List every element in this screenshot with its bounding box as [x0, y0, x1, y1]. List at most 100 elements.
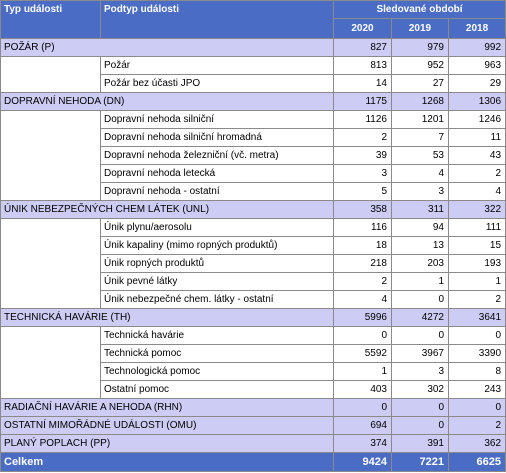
- value-cell: 5: [333, 182, 392, 201]
- empty-cell: [0, 74, 101, 93]
- value-cell: 14: [333, 74, 392, 93]
- subtype-row: Dopravní nehoda letecká 3 4 2: [0, 164, 506, 183]
- value-cell: 1201: [391, 110, 449, 129]
- value-cell: 111: [447, 218, 506, 237]
- value-cell: 0: [333, 326, 392, 345]
- value-cell: 362: [447, 434, 506, 453]
- category-label: DOPRAVNÍ NEHODA (DN): [0, 92, 334, 111]
- table-body: POŽÁR (P) 827 979 992 Požár 813 952 963 Požár be…: [0, 38, 506, 453]
- value-cell: 0: [391, 416, 449, 435]
- subtype-label: Ostatní pomoc: [100, 380, 334, 399]
- total-value: 7221: [391, 452, 449, 472]
- column-header-type: Typ události: [0, 0, 101, 39]
- empty-cell: [0, 290, 101, 309]
- subtype-label: Technická havárie: [100, 326, 334, 345]
- value-cell: 358: [333, 200, 392, 219]
- category-label: TECHNICKÁ HAVÁRIE (TH): [0, 308, 334, 327]
- value-cell: 322: [447, 200, 506, 219]
- value-cell: 13: [391, 236, 449, 255]
- subtype-label: Požár bez účasti JPO: [100, 74, 334, 93]
- value-cell: 1126: [333, 110, 392, 129]
- value-cell: 0: [447, 326, 506, 345]
- subtype-row: Technologická pomoc 1 3 8: [0, 362, 506, 381]
- empty-cell: [0, 272, 101, 291]
- value-cell: 2: [333, 272, 392, 291]
- value-cell: 3: [333, 164, 392, 183]
- value-cell: 1306: [447, 92, 506, 111]
- value-cell: 3641: [447, 308, 506, 327]
- total-label: Celkem: [0, 452, 334, 472]
- value-cell: 116: [333, 218, 392, 237]
- category-label: OSTATNÍ MIMOŘÁDNÉ UDÁLOSTI (OMU): [0, 416, 334, 435]
- column-header-subtype: Podtyp události: [100, 0, 334, 39]
- empty-cell: [0, 380, 101, 399]
- value-cell: 5592: [333, 344, 392, 363]
- value-cell: 94: [391, 218, 449, 237]
- value-cell: 4: [447, 182, 506, 201]
- subtype-row: Únik nebezpečné chem. látky - ostatní 4 0 2: [0, 290, 506, 309]
- category-label: POŽÁR (P): [0, 38, 334, 57]
- subtype-row: Únik plynu/aerosolu 116 94 111: [0, 218, 506, 237]
- value-cell: 218: [333, 254, 392, 273]
- value-cell: 243: [447, 380, 506, 399]
- value-cell: 3: [391, 182, 449, 201]
- subtype-label: Požár: [100, 56, 334, 75]
- subtype-row: Ostatní pomoc 403 302 243: [0, 380, 506, 399]
- value-cell: 2: [447, 416, 506, 435]
- empty-cell: [0, 56, 101, 75]
- subtype-row: Únik ropných produktů 218 203 193: [0, 254, 506, 273]
- subtype-label: Únik plynu/aerosolu: [100, 218, 334, 237]
- subtype-row: Dopravní nehoda silniční hromadná 2 7 11: [0, 128, 506, 147]
- subtype-row: Únik pevné látky 2 1 1: [0, 272, 506, 291]
- value-cell: 11: [447, 128, 506, 147]
- column-header-year: 2018: [447, 18, 506, 39]
- empty-cell: [0, 218, 101, 237]
- value-cell: 29: [447, 74, 506, 93]
- value-cell: 193: [447, 254, 506, 273]
- category-label: PLANÝ POPLACH (PP): [0, 434, 334, 453]
- subtype-label: Dopravní nehoda železniční (vč. metra): [100, 146, 334, 165]
- value-cell: 43: [447, 146, 506, 165]
- value-cell: 963: [447, 56, 506, 75]
- value-cell: 3967: [391, 344, 449, 363]
- value-cell: 374: [333, 434, 392, 453]
- value-cell: 4: [391, 164, 449, 183]
- value-cell: 694: [333, 416, 392, 435]
- subtype-label: Únik pevné látky: [100, 272, 334, 291]
- empty-cell: [0, 182, 101, 201]
- category-row: POŽÁR (P) 827 979 992: [0, 38, 506, 57]
- empty-cell: [0, 344, 101, 363]
- subtype-label: Dopravní nehoda silniční hromadná: [100, 128, 334, 147]
- value-cell: 0: [333, 398, 392, 417]
- value-cell: 1: [333, 362, 392, 381]
- category-row: DOPRAVNÍ NEHODA (DN) 1175 1268 1306: [0, 92, 506, 111]
- value-cell: 4: [333, 290, 392, 309]
- empty-cell: [0, 146, 101, 165]
- column-header-period: Sledované období: [332, 0, 506, 19]
- value-cell: 0: [391, 398, 449, 417]
- subtype-label: Technická pomoc: [100, 344, 334, 363]
- value-cell: 18: [333, 236, 392, 255]
- value-cell: 1268: [391, 92, 449, 111]
- value-cell: 0: [391, 326, 449, 345]
- column-header-year: 2020: [333, 18, 392, 39]
- category-label: RADIAČNÍ HAVÁRIE A NEHODA (RHN): [0, 398, 334, 417]
- value-cell: 2: [333, 128, 392, 147]
- empty-cell: [0, 164, 101, 183]
- category-row: TECHNICKÁ HAVÁRIE (TH) 5996 4272 3641: [0, 308, 506, 327]
- column-header-year: 2019: [391, 18, 449, 39]
- value-cell: 992: [447, 38, 506, 57]
- subtype-label: Únik nebezpečné chem. látky - ostatní: [100, 290, 334, 309]
- subtype-row: Dopravní nehoda železniční (vč. metra) 39…: [0, 146, 506, 165]
- subtype-label: Technologická pomoc: [100, 362, 334, 381]
- subtype-label: Dopravní nehoda - ostatní: [100, 182, 334, 201]
- subtype-row: Požár bez účasti JPO 14 27 29: [0, 74, 506, 93]
- subtype-row: Dopravní nehoda silniční 1126 1201 1246: [0, 110, 506, 129]
- value-cell: 27: [391, 74, 449, 93]
- total-value: 9424: [333, 452, 392, 472]
- value-cell: 53: [391, 146, 449, 165]
- subtype-label: Únik kapaliny (mimo ropných produktů): [100, 236, 334, 255]
- value-cell: 1246: [447, 110, 506, 129]
- subtype-row: Technická havárie 0 0 0: [0, 326, 506, 345]
